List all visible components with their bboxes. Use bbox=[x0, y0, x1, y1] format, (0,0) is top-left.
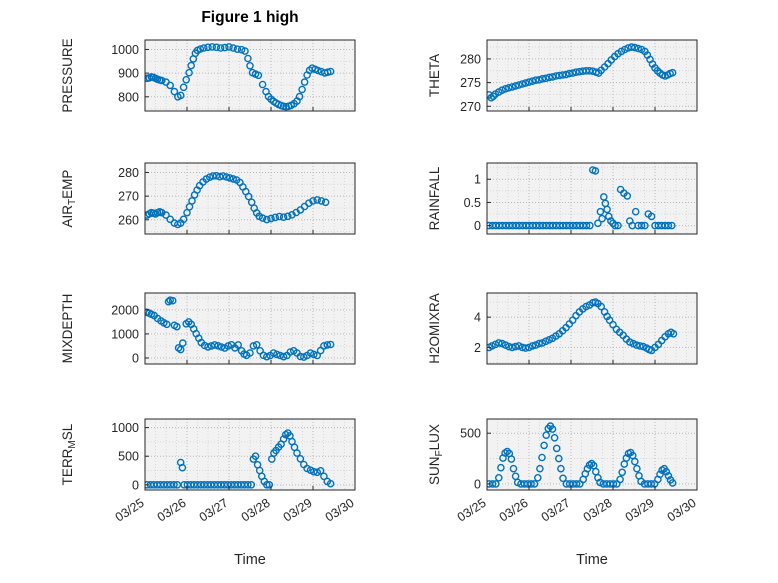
y-tick-label: 2 bbox=[474, 341, 481, 355]
data-points-terr-msl bbox=[145, 429, 335, 489]
subplot-terr-msl: 0 500 1000 TERRMSL 03/25 03/26 03/27 03/28 03/29… bbox=[60, 418, 357, 525]
tick-marks bbox=[486, 58, 698, 111]
x-tick-label: 03/26 bbox=[155, 496, 189, 525]
data-points-h2omixra bbox=[487, 298, 678, 355]
y-tick-label: 260 bbox=[118, 213, 139, 227]
ylabel-theta: THETA bbox=[427, 54, 442, 97]
plot-border bbox=[486, 418, 698, 491]
y-tick-labels: 0 1000 2000 bbox=[111, 303, 139, 365]
y-tick-label: 500 bbox=[460, 427, 481, 441]
y-tick-label: 2000 bbox=[111, 303, 139, 317]
figure-title: Figure 1 high bbox=[201, 9, 299, 26]
subplot-theta: 270 275 280 THETA bbox=[427, 39, 698, 114]
tick-marks bbox=[486, 432, 698, 490]
major-grid bbox=[487, 40, 697, 111]
x-tick-label: 03/27 bbox=[197, 496, 231, 525]
data-points-mixdepth bbox=[145, 296, 335, 361]
subplot-sun-flux: 0 500 SUNFLUX 03/25 03/26 03/27 03/28 03/29 03/3… bbox=[427, 418, 699, 525]
y-tick-labels: 260 270 280 bbox=[118, 166, 139, 227]
subplot-pressure: 800 900 1000 PRESSURE bbox=[60, 38, 356, 113]
x-axis-label-left: Time bbox=[234, 552, 266, 568]
minor-grid bbox=[145, 163, 355, 234]
tick-marks bbox=[144, 427, 356, 490]
x-tick-labels: 03/25 03/26 03/27 03/28 03/29 03/30 bbox=[455, 496, 699, 525]
y-tick-label: 4 bbox=[474, 311, 481, 325]
x-tick-labels: 03/25 03/26 03/27 03/28 03/29 03/30 bbox=[113, 496, 357, 525]
ylabel-pressure: PRESSURE bbox=[60, 38, 75, 112]
y-tick-label: 275 bbox=[460, 76, 481, 90]
x-tick-label: 03/25 bbox=[455, 496, 489, 525]
plot-border bbox=[486, 39, 698, 112]
plot-border bbox=[144, 162, 356, 235]
y-tick-labels: 0 500 bbox=[460, 427, 481, 492]
x-tick-label: 03/29 bbox=[623, 496, 657, 525]
subplot-air-temp: 260 270 280 AIRTEMP bbox=[60, 162, 356, 235]
ylabel-sun-flux: SUNFLUX bbox=[427, 424, 445, 485]
x-tick-label: 03/28 bbox=[239, 496, 273, 525]
data-points-theta bbox=[487, 43, 677, 102]
y-tick-label: 0 bbox=[132, 351, 139, 365]
tick-marks bbox=[144, 309, 356, 364]
ylabel-h2omixra: H2OMIXRA bbox=[427, 293, 442, 364]
plot-background bbox=[487, 419, 697, 490]
y-tick-labels: 00.51 bbox=[464, 173, 481, 233]
data-points-rainfall bbox=[487, 166, 676, 230]
x-tick-label: 03/25 bbox=[113, 496, 147, 525]
data-points-pressure bbox=[145, 43, 335, 111]
y-tick-label: 1 bbox=[474, 173, 481, 187]
y-tick-label: 1000 bbox=[111, 327, 139, 341]
plot-border bbox=[144, 292, 356, 365]
major-grid bbox=[487, 419, 697, 490]
y-tick-labels: 24 bbox=[474, 311, 481, 355]
major-grid bbox=[487, 293, 697, 364]
y-tick-labels: 0 500 1000 bbox=[111, 421, 139, 492]
plot-border bbox=[486, 162, 698, 235]
y-tick-label: 500 bbox=[118, 450, 139, 464]
major-grid bbox=[145, 419, 355, 490]
y-tick-label: 280 bbox=[118, 166, 139, 180]
data-points-air-temp bbox=[145, 171, 330, 229]
data-points-sun-flux bbox=[487, 422, 677, 488]
x-tick-label: 03/26 bbox=[497, 496, 531, 525]
y-tick-label: 270 bbox=[460, 100, 481, 114]
y-tick-label: 270 bbox=[118, 190, 139, 204]
major-grid bbox=[145, 163, 355, 234]
tick-marks bbox=[144, 171, 356, 234]
x-tick-label: 03/28 bbox=[581, 496, 615, 525]
tick-marks bbox=[486, 178, 698, 234]
y-tick-label: 0.5 bbox=[464, 196, 481, 210]
x-tick-label: 03/30 bbox=[323, 496, 357, 525]
ylabel-terr-msl: TERRMSL bbox=[60, 423, 78, 485]
tick-marks bbox=[486, 316, 698, 364]
y-tick-labels: 270 275 280 bbox=[460, 52, 481, 113]
plot-border bbox=[144, 39, 356, 112]
y-tick-label: 280 bbox=[460, 52, 481, 66]
ylabel-mixdepth: MIXDEPTH bbox=[60, 294, 75, 364]
tick-marks bbox=[144, 48, 356, 111]
y-tick-label: 1000 bbox=[111, 43, 139, 57]
y-tick-label: 0 bbox=[474, 219, 481, 233]
y-tick-label: 800 bbox=[118, 90, 139, 104]
y-tick-labels: 800 900 1000 bbox=[111, 43, 139, 104]
y-tick-label: 0 bbox=[474, 477, 481, 491]
minor-grid bbox=[487, 419, 697, 490]
x-tick-label: 03/27 bbox=[539, 496, 573, 525]
y-tick-label: 0 bbox=[132, 478, 139, 492]
y-tick-label: 900 bbox=[118, 67, 139, 81]
ylabel-rainfall: RAINFALL bbox=[427, 166, 442, 230]
plot-background bbox=[145, 419, 355, 490]
subplot-mixdepth: 0 1000 2000 MIXDEPTH bbox=[60, 292, 356, 365]
x-tick-label: 03/30 bbox=[665, 496, 699, 525]
plot-border bbox=[144, 418, 356, 491]
ylabel-air-temp: AIRTEMP bbox=[60, 170, 78, 228]
x-axis-label-right: Time bbox=[576, 552, 608, 568]
plot-border bbox=[486, 292, 698, 365]
x-tick-label: 03/29 bbox=[281, 496, 315, 525]
y-tick-label: 1000 bbox=[111, 421, 139, 435]
